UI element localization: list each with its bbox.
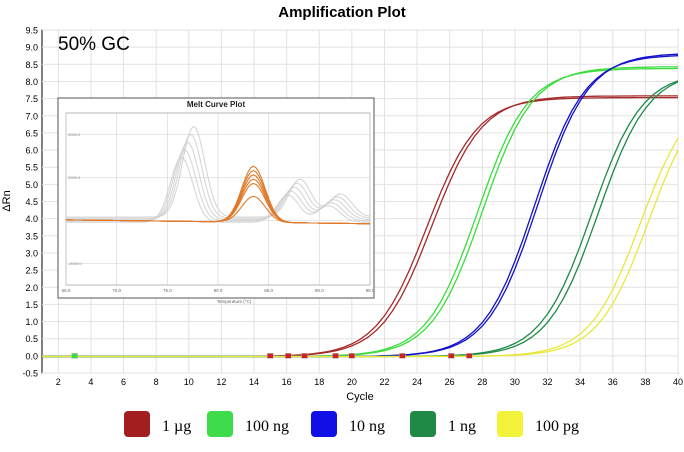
x-tick-label: 26 (445, 377, 455, 387)
x-tick-label: 40 (673, 377, 683, 387)
y-tick-label: 2.0 (25, 283, 38, 293)
inset-grey-curve (66, 141, 371, 221)
x-tick-label: 30 (510, 377, 520, 387)
inset-grey-curve (66, 133, 371, 219)
inset-x-axis-label: Temperature (°C) (217, 299, 252, 304)
y-tick-label: 7.0 (25, 111, 38, 121)
y-tick-label: 9.5 (25, 26, 38, 36)
inset-y-tick-label: 4000.0 (68, 132, 81, 137)
x-tick-label: 36 (608, 377, 618, 387)
inset-y-tick-label: -2000.0 (68, 261, 82, 266)
legend-swatch-100pg (497, 411, 523, 437)
legend-swatch-100ng (207, 411, 233, 437)
inset-x-tick-label: 75.0 (163, 288, 172, 293)
inset-x-tick-label: 65.0 (62, 288, 71, 293)
inset-title: Melt Curve Plot (186, 100, 246, 109)
y-tick-label: 4.0 (25, 214, 38, 224)
x-tick-label: 38 (640, 377, 650, 387)
y-tick-label: 5.0 (25, 180, 38, 190)
x-tick-label: 4 (88, 377, 93, 387)
legend-swatch-1ng (410, 411, 436, 437)
x-tick-label: 14 (249, 377, 259, 387)
y-axis-label: ΔRn (1, 190, 13, 211)
inset-x-tick-label: 70.0 (112, 288, 121, 293)
y-tick-label: 7.5 (25, 94, 38, 104)
legend-label-1ng: 1 ng (448, 418, 476, 435)
x-tick-label: 24 (412, 377, 422, 387)
y-tick-label: 2.5 (25, 266, 38, 276)
y-tick-label: 6.5 (25, 128, 38, 138)
inset-orange-curve (66, 195, 370, 225)
legend: 1 µg 100 ng 10 ng 1 ng 100 pg (0, 405, 684, 445)
y-tick-label: 5.5 (25, 163, 38, 173)
marker-group (71, 353, 473, 359)
baseline-marker (301, 353, 308, 359)
x-tick-label: 10 (184, 377, 194, 387)
inset-x-tick-label: 90.0 (315, 288, 324, 293)
y-tick-label: 3.5 (25, 231, 38, 241)
x-tick-label: 18 (314, 377, 324, 387)
inset-series (66, 126, 371, 225)
inset-x-tick-label: 95.0 (366, 288, 375, 293)
y-tick-label: 6.0 (25, 146, 38, 156)
x-tick-label: 16 (282, 377, 292, 387)
y-axis: -0.5 0.0 0.5 1.0 1.5 2.0 2.5 3.0 3.5 4.0 4.5 5.0 5.5… (22, 26, 38, 379)
inset-x-tick-label: 80.0 (214, 288, 223, 293)
chart-title: Amplification Plot (278, 4, 406, 21)
legend-swatch-10ng (311, 411, 337, 437)
series-group (42, 53, 679, 358)
x-tick-label: 28 (477, 377, 487, 387)
y-tick-label: 1.0 (25, 317, 38, 327)
baseline-marker (284, 353, 292, 359)
x-tick-label: 8 (154, 377, 159, 387)
y-tick-label: 0.5 (25, 334, 38, 344)
inset-x-tick-label: 85.0 (264, 288, 273, 293)
y-tick-label: 8.0 (25, 77, 38, 87)
x-tick-label: 34 (575, 377, 585, 387)
y-tick-label: 9.0 (25, 43, 38, 53)
baseline-marker (332, 353, 339, 359)
legend-swatch-1ug (124, 411, 150, 437)
y-tick-label: 8.5 (25, 60, 38, 70)
legend-label-1ug: 1 µg (162, 418, 192, 435)
y-tick-label: 3.0 (25, 248, 38, 258)
x-tick-label: 2 (56, 377, 61, 387)
y-tick-label: 4.5 (25, 197, 38, 207)
baseline-marker (466, 353, 473, 359)
x-tick-label: 20 (347, 377, 357, 387)
inset-y-tick-label: 2000.0 (68, 175, 81, 180)
legend-label-10ng: 10 ng (349, 418, 385, 435)
y-tick-label: 0.0 (25, 351, 38, 361)
baseline-marker (348, 353, 356, 359)
x-tick-label: 32 (543, 377, 553, 387)
melt-curve-inset: 65.0 70.0 75.0 80.0 85.0 90.0 95.0-2000.00.020… (57, 97, 375, 299)
x-tick-label: 22 (379, 377, 389, 387)
x-tick-label: 12 (216, 377, 226, 387)
series-line (42, 149, 679, 358)
inset-grey-curve (66, 126, 371, 218)
baseline-marker (71, 353, 78, 359)
gc-annotation: 50% GC (58, 34, 130, 55)
x-tick-label: 6 (121, 377, 126, 387)
baseline-marker (448, 353, 455, 359)
baseline-marker (267, 353, 274, 359)
y-tick-label: -0.5 (22, 369, 38, 379)
baseline-marker (399, 353, 406, 359)
x-axis-label: Cycle (346, 391, 374, 403)
x-axis: 2 4 6 8 10 12 14 16 18 20 22 24 26 28 30 32 34 36 38 40 (56, 377, 683, 387)
legend-label-100ng: 100 ng (245, 418, 289, 435)
legend-label-100pg: 100 pg (535, 418, 579, 435)
y-tick-label: 1.5 (25, 300, 38, 310)
